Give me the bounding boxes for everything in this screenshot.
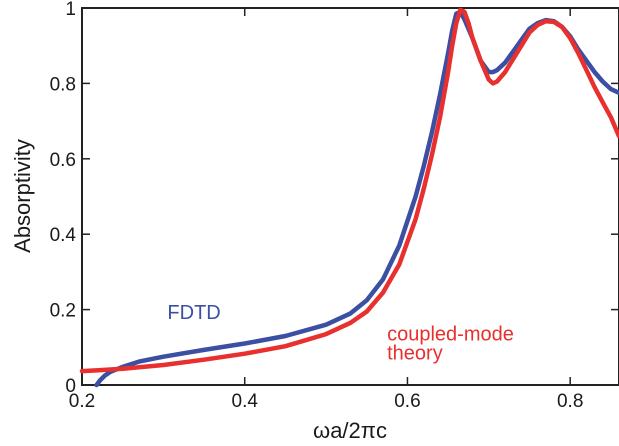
y-tick-label: 0.4	[50, 225, 77, 246]
x-tick-label: 0.6	[394, 391, 420, 412]
x-tick-label: 0.2	[69, 391, 95, 412]
x-axis-label: ωa/2πc	[313, 418, 387, 443]
plot-frame	[81, 7, 619, 386]
series-annotation: theory	[387, 342, 443, 364]
y-axis-ticks: 0 0.2 0.4 0.6 0.8 1	[50, 0, 619, 397]
y-tick-label: 0.6	[50, 150, 76, 171]
series-line-coupled-mode-theory	[79, 7, 619, 374]
x-axis-ticks: 0.2 0.4 0.6 0.8	[69, 8, 583, 412]
x-tick-label: 0.4	[232, 391, 259, 412]
series-line-fdtd	[94, 9, 619, 388]
y-tick-label: 1	[65, 0, 76, 20]
y-tick-label: 0.8	[50, 74, 76, 95]
y-tick-label: 0.2	[50, 301, 76, 322]
series-lines	[79, 7, 619, 388]
y-axis-label: Absorptivity	[10, 139, 35, 253]
x-tick-label: 0.8	[557, 391, 583, 412]
series-annotation: FDTD	[167, 302, 220, 324]
series-annotation: coupled-mode	[387, 324, 514, 346]
y-tick-label: 0	[65, 376, 76, 397]
